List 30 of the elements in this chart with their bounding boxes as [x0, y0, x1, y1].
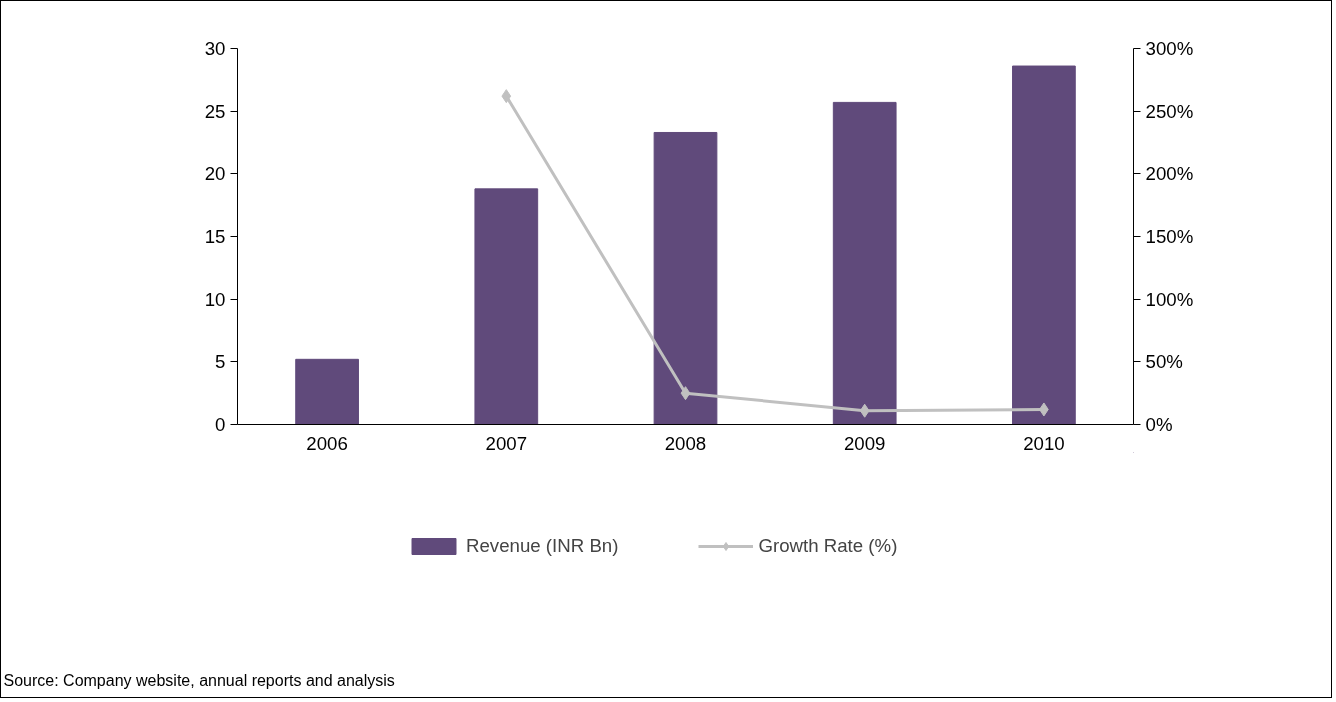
x-tick-label: 2007 — [485, 432, 528, 454]
point — [859, 403, 870, 418]
y2-tick-label: 200% — [1145, 163, 1194, 185]
y2-tick-label: 250% — [1145, 100, 1194, 122]
bar — [474, 188, 539, 425]
y-tick-label: 30 — [204, 38, 226, 59]
y2-tick-label: 100% — [1145, 288, 1194, 310]
bar — [653, 131, 718, 425]
y-tick-label: 5 — [215, 351, 226, 373]
legend-label: Revenue (INR Bn) — [466, 535, 619, 557]
source-note: Source: Company website, annual reports and analysis — [3, 671, 395, 689]
y-tick-label: 10 — [204, 288, 226, 310]
legend-label: Growth Rate (%) — [758, 535, 898, 557]
x-tick-label: 2010 — [1023, 432, 1065, 454]
x-tick-label: 2006 — [306, 432, 348, 454]
y-tick-label: 0 — [215, 414, 226, 435]
y-tick-label: 20 — [204, 163, 226, 185]
y-tick-label: 25 — [204, 100, 226, 122]
point — [501, 89, 512, 104]
y2-tick-label: 0% — [1145, 414, 1173, 435]
point — [680, 386, 691, 401]
x-tick-label: 2008 — [664, 432, 707, 454]
y2-tick-label: 300% — [1145, 38, 1194, 59]
y-tick-label: 15 — [204, 226, 226, 247]
y2-tick-label: 150% — [1145, 226, 1194, 247]
x-tick-label: 2009 — [843, 432, 886, 454]
bar — [832, 101, 897, 425]
y2-tick-label: 50% — [1145, 351, 1183, 373]
bar — [1012, 65, 1076, 425]
bar — [295, 358, 359, 425]
